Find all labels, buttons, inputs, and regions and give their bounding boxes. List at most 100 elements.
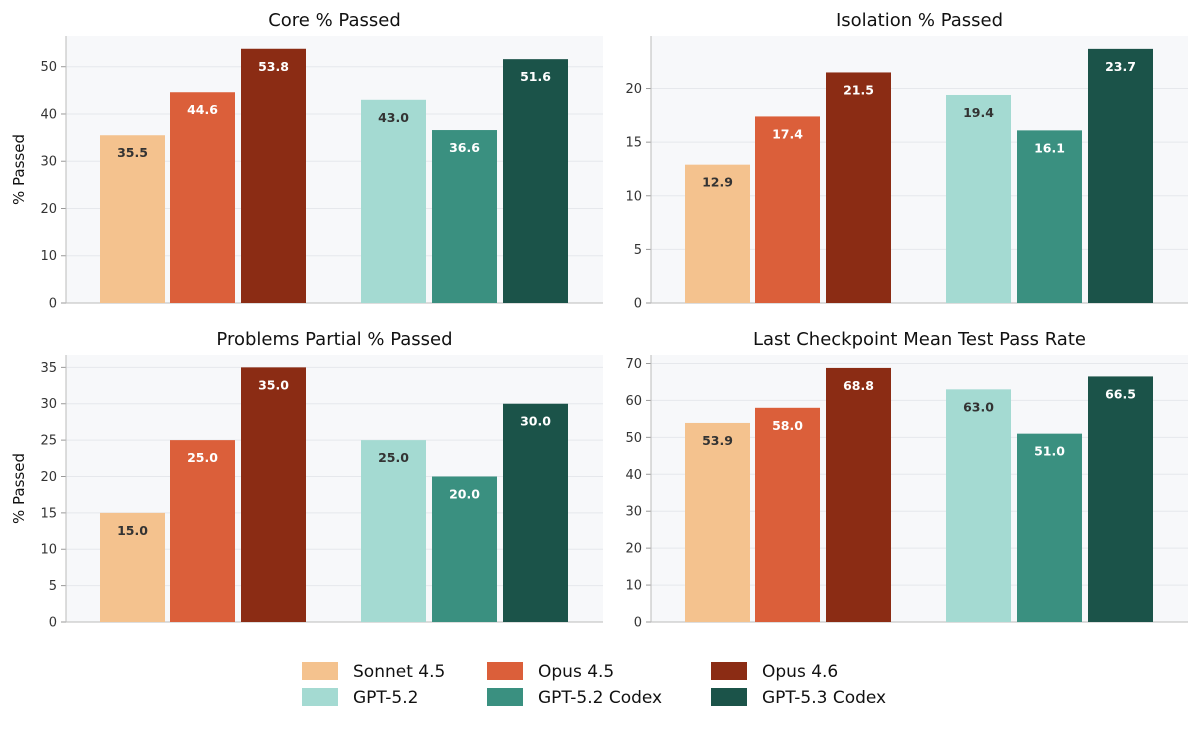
y-tick-label: 50	[40, 60, 57, 75]
bar-value-label: 23.7	[1105, 59, 1136, 74]
y-tick-label: 15	[625, 136, 642, 151]
bar-opus-4-5	[170, 440, 235, 622]
bar-value-label: 17.4	[772, 126, 803, 141]
y-tick-label: 10	[625, 189, 642, 204]
bar-gpt-5-3-codex	[1088, 48, 1153, 304]
bar-value-label: 12.9	[702, 175, 733, 190]
bar-value-label: 30.0	[520, 414, 551, 429]
y-tick-label: 0	[49, 616, 57, 631]
bar-gpt-5-2	[946, 94, 1011, 303]
chart-panel-1: 0 10 20 30 40 50 Core % Passed % Passed 35.5 44.6…	[10, 10, 603, 312]
y-tick-label: 60	[625, 394, 642, 409]
chart-title: Last Checkpoint Mean Test Pass Rate	[753, 329, 1086, 350]
legend: Sonnet 4.5 Opus 4.5 Opus 4.6 GPT-5.2 GPT-5.2…	[302, 662, 886, 708]
bar-opus-4-6	[241, 48, 306, 303]
y-tick-label: 20	[625, 82, 642, 97]
y-tick-label: 50	[625, 431, 642, 446]
chart-title: Core % Passed	[268, 10, 401, 31]
y-tick-label: 20	[40, 470, 57, 485]
y-tick-label: 10	[40, 249, 57, 264]
legend-swatch	[711, 662, 747, 680]
bar-value-label: 21.5	[843, 82, 874, 97]
bar-value-label: 68.8	[843, 378, 874, 393]
legend-swatch	[711, 688, 747, 706]
bar-value-label: 19.4	[963, 105, 994, 120]
y-tick-label: 5	[634, 243, 642, 258]
bar-value-label: 35.0	[258, 377, 289, 392]
y-tick-label: 30	[40, 397, 57, 412]
bar-value-label: 63.0	[963, 399, 994, 414]
y-tick-label: 5	[49, 579, 57, 594]
y-tick-label: 30	[40, 155, 57, 170]
bar-gpt-5-3-codex	[503, 59, 568, 303]
y-tick-label: 40	[625, 468, 642, 483]
bar-opus-4-6	[241, 367, 306, 622]
bar-gpt-5-3-codex	[1088, 376, 1153, 622]
bar-value-label: 43.0	[378, 110, 409, 125]
bar-sonnet-4-5	[100, 135, 165, 303]
y-tick-label: 0	[634, 616, 642, 631]
legend-label: Opus 4.6	[762, 662, 838, 682]
bar-gpt-5-2-codex	[432, 476, 497, 622]
legend-label: GPT-5.2 Codex	[538, 688, 662, 708]
chart-title: Isolation % Passed	[836, 10, 1003, 31]
chart-panel-4: 0 10 20 30 40 50 60 70 Last Checkpoint Mean Test…	[625, 329, 1188, 631]
y-tick-label: 25	[40, 434, 57, 449]
y-tick-label: 70	[625, 357, 642, 372]
bar-sonnet-4-5	[100, 512, 165, 622]
bar-value-label: 25.0	[187, 450, 218, 465]
y-tick-label: 20	[40, 202, 57, 217]
legend-label: GPT-5.3 Codex	[762, 688, 886, 708]
y-tick-label: 10	[625, 579, 642, 594]
y-tick-label: 30	[625, 505, 642, 520]
bar-opus-4-5	[755, 407, 820, 622]
bar-value-label: 51.6	[520, 69, 551, 84]
bar-sonnet-4-5	[685, 164, 750, 303]
legend-swatch	[302, 688, 338, 706]
bar-value-label: 35.5	[117, 145, 148, 160]
chart-panel-3: 0 5 10 15 20 25 30 35 Problems Partial % Passed%…	[10, 329, 603, 631]
bar-gpt-5-2-codex	[432, 130, 497, 303]
y-axis-label: % Passed	[10, 453, 28, 524]
legend-swatch	[487, 688, 523, 706]
bar-sonnet-4-5	[685, 422, 750, 622]
bar-gpt-5-3-codex	[503, 403, 568, 622]
bar-gpt-5-2	[946, 389, 1011, 622]
legend-swatch	[487, 662, 523, 680]
legend-label: Sonnet 4.5	[353, 662, 445, 682]
bar-gpt-5-2-codex	[1017, 130, 1082, 303]
bar-value-label: 58.0	[772, 418, 803, 433]
bar-value-label: 15.0	[117, 523, 148, 538]
y-tick-label: 20	[625, 542, 642, 557]
bar-value-label: 25.0	[378, 450, 409, 465]
bar-value-label: 16.1	[1034, 140, 1065, 155]
bar-value-label: 51.0	[1034, 444, 1065, 459]
legend-label: GPT-5.2	[353, 688, 418, 708]
bar-opus-4-5	[170, 92, 235, 303]
chart-panel-2: 0 5 10 15 20 Isolation % Passed 12.9 17.4 21.5 19…	[625, 10, 1188, 312]
y-axis-label: % Passed	[10, 134, 28, 205]
legend-label: Opus 4.5	[538, 662, 614, 682]
y-tick-label: 0	[49, 297, 57, 312]
bar-value-label: 44.6	[187, 102, 218, 117]
bar-opus-4-6	[826, 72, 891, 304]
y-tick-label: 10	[40, 543, 57, 558]
bar-value-label: 36.6	[449, 140, 480, 155]
bar-opus-4-5	[755, 116, 820, 303]
bar-gpt-5-2-codex	[1017, 433, 1082, 622]
y-tick-label: 40	[40, 107, 57, 122]
bar-gpt-5-2	[361, 440, 426, 622]
bar-value-label: 20.0	[449, 486, 480, 501]
y-tick-label: 0	[634, 297, 642, 312]
bar-value-label: 53.8	[258, 59, 289, 74]
bar-gpt-5-2	[361, 99, 426, 303]
bar-value-label: 53.9	[702, 433, 733, 448]
y-tick-label: 35	[40, 361, 57, 376]
bar-opus-4-6	[826, 367, 891, 622]
bar-value-label: 66.5	[1105, 386, 1136, 401]
y-tick-label: 15	[40, 506, 57, 521]
legend-swatch	[302, 662, 338, 680]
chart-title: Problems Partial % Passed	[216, 329, 452, 350]
